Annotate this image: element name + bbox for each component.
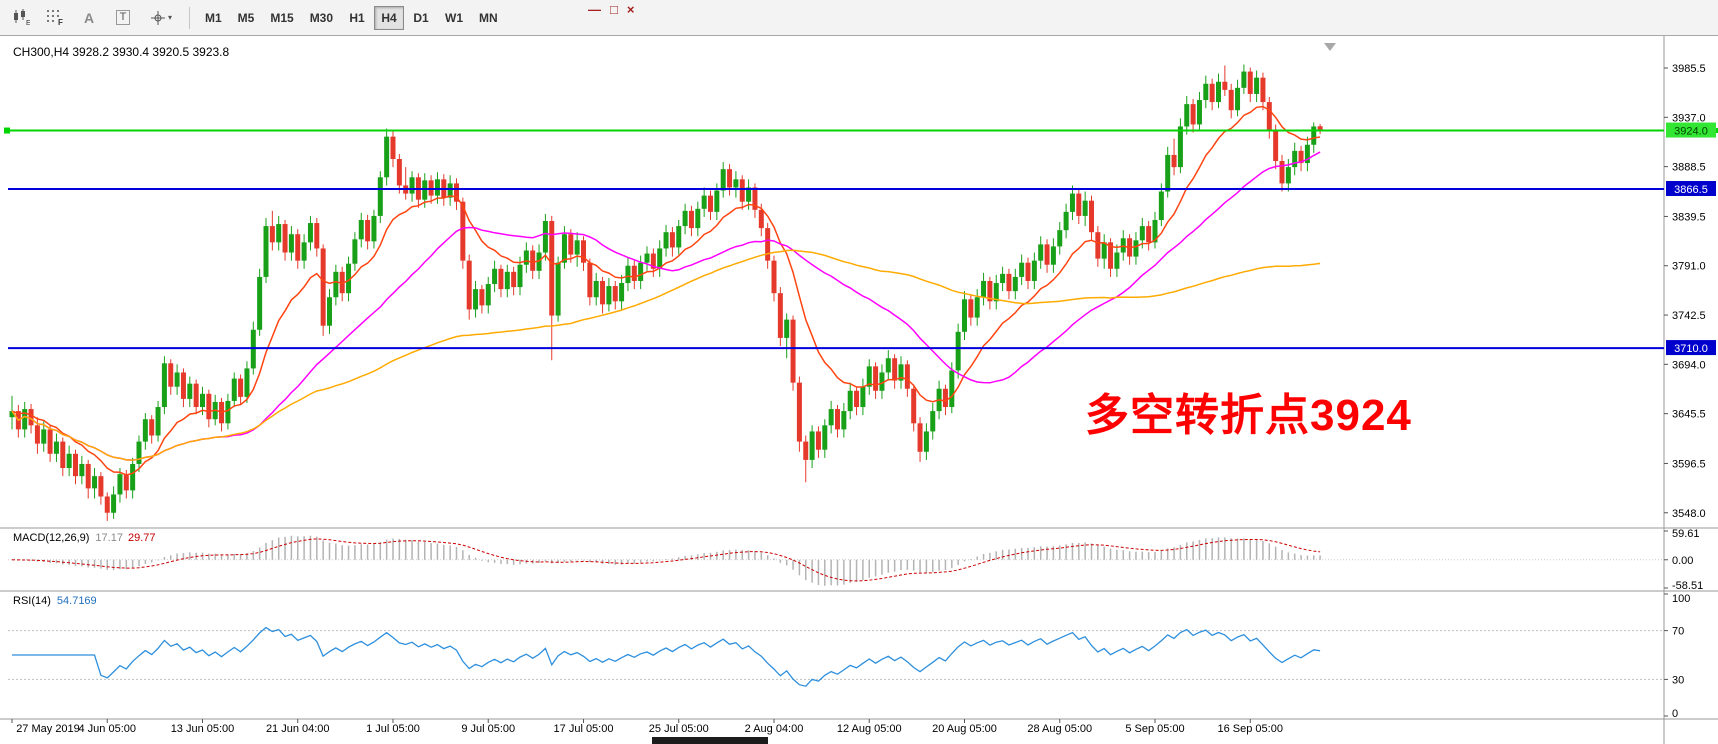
svg-text:F: F [58,18,63,26]
window-controls: — □ × [588,3,634,17]
timeframe-w1[interactable]: W1 [438,6,470,30]
chevron-down-icon: ▾ [167,13,172,22]
text-tool-button[interactable]: T [107,4,139,32]
svg-text:1 Jul 05:00: 1 Jul 05:00 [366,723,420,735]
svg-text:59.61: 59.61 [1672,528,1700,540]
timeframe-m1[interactable]: M1 [198,6,229,30]
svg-text:13 Jun 05:00: 13 Jun 05:00 [171,723,235,735]
svg-text:E: E [26,20,30,26]
crosshair-tool-button[interactable]: ▾ [141,4,181,32]
timeframe-m5[interactable]: M5 [231,6,262,30]
svg-text:4 Jun 05:00: 4 Jun 05:00 [79,723,137,735]
macd-pane: 59.61 0.00 -58.51 [8,528,1703,592]
svg-text:17 Jul 05:00: 17 Jul 05:00 [554,723,614,735]
timeframe-mn[interactable]: MN [472,6,505,30]
timeframe-d1[interactable]: D1 [406,6,436,30]
svg-text:28 Aug 05:00: 28 Aug 05:00 [1027,723,1092,735]
crosshair-icon [150,10,165,25]
svg-text:3866.5: 3866.5 [1674,184,1708,196]
macd-label: MACD(12,26,9) [13,532,90,544]
grid-icon: F [47,10,63,26]
svg-text:3791.0: 3791.0 [1672,261,1706,273]
svg-text:3548.0: 3548.0 [1672,508,1706,520]
svg-text:21 Jun 04:00: 21 Jun 04:00 [266,723,330,735]
svg-text:3937.0: 3937.0 [1672,112,1706,124]
macd-signal-value: 29.77 [127,532,156,544]
svg-text:0: 0 [1672,708,1678,720]
timeframe-m15[interactable]: M15 [263,6,300,30]
close-icon[interactable]: × [626,2,635,17]
svg-text:0.00: 0.00 [1672,555,1693,567]
svg-text:3742.5: 3742.5 [1672,310,1706,322]
candlesticks [9,64,1323,521]
horizontal-lines [4,127,1718,350]
timeframe-h4[interactable]: H4 [374,5,405,30]
macd-main-value: 17.17 [95,532,123,544]
candlestick-chart-icon: E [14,9,30,26]
text-t-icon: T [115,10,131,25]
svg-text:9 Jul 05:00: 9 Jul 05:00 [461,723,515,735]
candlestick-chart-icon-button[interactable]: E [5,4,37,32]
svg-text:25 Jul 05:00: 25 Jul 05:00 [649,723,709,735]
timeframe-h1[interactable]: H1 [342,6,372,30]
taskbar-fragment [652,737,768,744]
text-label-tool-button[interactable]: A [73,4,105,32]
svg-text:3710.0: 3710.0 [1674,343,1708,355]
minimize-icon[interactable]: — [588,2,601,17]
svg-text:3839.5: 3839.5 [1672,211,1706,223]
svg-text:12 Aug 05:00: 12 Aug 05:00 [837,723,902,735]
rsi-pane: 100 70 30 0 [8,593,1690,720]
letter-a-icon: A [83,9,95,26]
restore-icon[interactable]: □ [610,2,618,17]
svg-text:3924.0: 3924.0 [1674,126,1708,138]
svg-text:2 Aug 04:00: 2 Aug 04:00 [745,723,804,735]
chart-shift-marker [1324,43,1336,51]
svg-text:27 May 2019: 27 May 2019 [16,723,80,735]
svg-text:70: 70 [1672,626,1684,638]
toolbar: E F A T ▾ [0,0,1718,36]
rsi-indicator-title: RSI(14) 54.7169 [13,595,97,607]
svg-text:30: 30 [1672,674,1684,686]
toolbar-separator [189,6,190,29]
svg-text:3694.0: 3694.0 [1672,359,1706,371]
macd-indicator-title: MACD(12,26,9) 17.17 29.77 [13,532,155,544]
moving-averages [11,105,1321,476]
symbol-title: CH300,H4 3928.2 3930.4 3920.5 3923.8 [13,45,230,59]
svg-text:100: 100 [1672,593,1690,605]
price-axis: 3985.5 3937.0 3888.5 3839.5 3791.0 3742.5 3694… [1664,63,1716,520]
svg-text:3888.5: 3888.5 [1672,162,1706,174]
annotation-text: 多空转折点3924 [1085,391,1412,440]
svg-text:16 Sep 05:00: 16 Sep 05:00 [1218,723,1283,735]
pane-separators [0,36,1718,744]
rsi-label: RSI(14) [13,595,51,607]
svg-text:20 Aug 05:00: 20 Aug 05:00 [932,723,997,735]
grid-tool-button[interactable]: F [39,4,71,32]
rsi-value: 54.7169 [56,595,97,607]
svg-text:3645.5: 3645.5 [1672,409,1706,421]
svg-text:3596.5: 3596.5 [1672,458,1706,470]
timeframe-m30[interactable]: M30 [303,6,340,30]
svg-text:3985.5: 3985.5 [1672,63,1706,75]
svg-text:-58.51: -58.51 [1672,580,1703,592]
svg-text:5 Sep 05:00: 5 Sep 05:00 [1125,723,1184,735]
